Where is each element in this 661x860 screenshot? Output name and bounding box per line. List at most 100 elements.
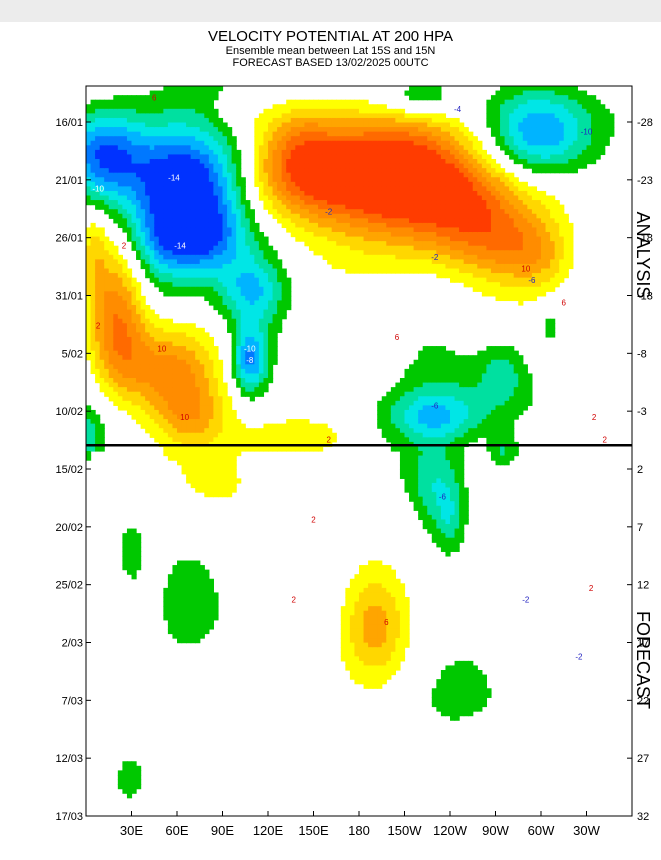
contour-cell [268,446,274,452]
contour-cell [186,423,192,429]
contour-cell [140,314,146,320]
contour-cell [126,364,133,370]
contour-cell [345,222,351,229]
contour-cell [186,327,192,333]
contour-cell [158,341,164,347]
contour-cell [399,140,406,146]
contour-cell [377,113,383,119]
contour-cell [158,432,164,438]
contour-cell [254,177,260,183]
contour-cell [404,387,410,393]
contour-cell [377,606,383,612]
contour-cell [368,638,374,644]
contour-cell [349,232,356,238]
contour-cell [254,250,260,256]
contour-cell [145,186,151,192]
contour-cell [418,168,424,174]
contour-cell [354,145,360,151]
contour-cell [281,136,287,142]
contour-cell [390,181,396,187]
contour-cell [158,423,164,429]
contour-cell [254,227,260,233]
contour-cell [117,770,123,776]
contour-cell [345,647,351,653]
contour-cell [208,597,214,603]
contour-cell [254,446,260,452]
contour-cell [340,213,346,219]
contour-cell [131,350,137,356]
contour-cell [345,186,351,192]
contour-cell [377,190,383,197]
contour-cell [158,140,164,146]
contour-cell [208,113,214,119]
contour-cell [227,423,233,429]
contour-cell [349,601,356,607]
contour-cell [399,190,406,197]
contour-cell [240,282,246,288]
contour-cell [181,200,187,206]
contour-cell [99,323,105,329]
contour-cell [336,236,342,242]
contour-cell [199,222,205,229]
contour-cell [199,619,205,625]
contour-cell [104,259,110,265]
contour-cell [158,181,164,187]
contour-cell [154,359,160,365]
contour-cell [190,127,196,133]
contour-cell [154,245,160,251]
contour-cell [126,765,133,771]
contour-cell [245,263,251,270]
contour-cell [258,432,265,438]
contour-cell [131,336,137,343]
contour-cell [381,610,387,616]
contour-cell [154,131,160,137]
contour-cell [131,569,137,575]
contour-cell [427,154,433,160]
contour-cell [249,432,255,438]
contour-cell [163,391,169,397]
contour-cell [345,209,351,215]
contour-cell [331,159,337,165]
contour-cell [422,245,428,251]
contour-cell [368,245,374,251]
contour-cell [354,574,360,580]
contour-cell [199,373,205,379]
contour-cell [227,487,233,493]
contour-cell [113,323,119,329]
contour-cell [322,163,328,169]
contour-cell [140,336,146,343]
contour-cell [213,414,219,420]
contour-cell [390,159,396,165]
contour-cell [217,309,224,315]
contour-cell [136,341,142,347]
contour-cell [199,108,205,114]
contour-cell [208,396,214,402]
contour-cell [318,159,324,165]
contour-cell [204,204,210,210]
contour-cell [272,291,278,297]
contour-cell [190,99,196,105]
contour-cell [322,104,328,110]
contour-cell [290,181,296,187]
contour-cell [217,487,224,493]
contour-cell [345,665,351,671]
contour-cell [208,428,214,434]
contour-cell [149,113,155,119]
contour-cell [254,181,260,187]
contour-cell [422,200,428,206]
contour-cell [399,154,406,160]
contour-cell [231,409,237,416]
contour-cell [399,437,406,443]
contour-cell [108,127,114,133]
contour-cell [277,172,283,178]
contour-cell [281,277,287,283]
contour-cell [199,565,205,571]
contour-cell [222,314,228,320]
contour-cell [227,428,233,434]
contour-cell [409,405,415,411]
contour-cell [272,437,278,443]
contour-cell [322,177,328,183]
contour-cell [167,423,174,429]
contour-cell [177,218,183,224]
contour-cell [272,254,278,260]
